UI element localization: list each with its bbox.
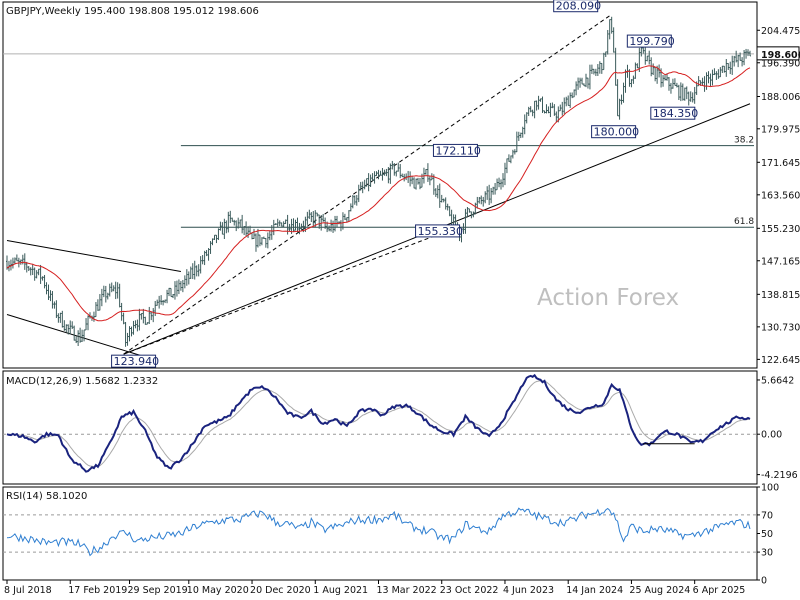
macd-signal-line [6, 380, 751, 468]
price-annotation-box [591, 125, 637, 139]
macd-axis-label: -4.2196 [761, 470, 798, 481]
price-axis-label: 147.165 [761, 256, 800, 267]
price-axis-label: 171.645 [761, 158, 800, 169]
x-axis-label: 17 Feb 2019 [68, 585, 127, 596]
rsi-panel-header: RSI(14) 58.1020 [6, 491, 87, 502]
price-annotation-label: 184.350 [653, 107, 699, 120]
price-axis-label: 179.975 [761, 124, 800, 135]
price-annotation-box [626, 34, 672, 48]
price-panel-frame [2, 1, 758, 369]
rsi-axis-label: 50 [761, 529, 773, 540]
rsi-line [6, 507, 751, 557]
macd-panel-frame [2, 370, 758, 485]
x-axis-label: 6 Apr 2025 [693, 585, 746, 596]
trend-line-channel [6, 314, 156, 361]
fib-level-label: 61.8 [734, 217, 754, 227]
price-axis-label: 122.645 [761, 355, 800, 366]
price-annotation-label: 208.090 [556, 0, 602, 13]
price-axis-label: 204.475 [761, 26, 800, 37]
macd-axis-label: 0.00 [761, 430, 782, 441]
price-annotation-box [553, 0, 599, 13]
rsi-axis-label: 30 [761, 548, 773, 559]
moving-average-line [6, 65, 751, 322]
macd-axis-label: 5.6642 [761, 375, 794, 386]
rsi-axis-label: 70 [761, 510, 773, 521]
x-axis-label: 25 Aug 2024 [629, 585, 690, 596]
rsi-axis-label: 0 [761, 576, 767, 587]
rsi-panel-frame [2, 486, 758, 581]
last-price-label: 198.606 [761, 50, 800, 61]
x-axis-label: 1 Aug 2021 [313, 585, 368, 596]
price-axis-label: 130.730 [761, 322, 800, 333]
price-annotation-box [650, 106, 696, 120]
price-annotation-label: 199.790 [629, 35, 675, 48]
price-axis-label: 155.230 [761, 224, 800, 235]
macd-panel-header: MACD(12,26,9) 1.5682 1.2332 [6, 376, 158, 387]
price-panel-header: GBPJPY,Weekly 195.400 198.808 195.012 19… [6, 6, 259, 17]
price-axis-label: 138.815 [761, 290, 800, 301]
trend-line-channel-dashed [123, 227, 456, 355]
fib-level-label: 38.2 [734, 136, 754, 146]
x-axis-label: 29 Sep 2019 [128, 585, 188, 596]
x-axis-label: 20 Dec 2020 [250, 585, 311, 596]
price-axis-label: 188.006 [761, 92, 800, 103]
x-axis-label: 14 Jan 2024 [566, 585, 623, 596]
rsi-axis-label: 100 [761, 483, 779, 494]
x-axis-label: 10 May 2020 [187, 585, 249, 596]
price-annotation-label: 155.330 [418, 225, 464, 238]
price-axis-label: 163.560 [761, 190, 800, 201]
price-axis-label: 196.390 [761, 58, 800, 69]
last-price-tag [756, 46, 800, 61]
x-axis-label: 8 Jul 2018 [4, 585, 52, 596]
trend-line-channel [6, 240, 181, 272]
price-annotation-label: 180.000 [594, 126, 640, 139]
x-axis-label: 4 Jun 2023 [503, 585, 554, 596]
watermark-text: Action Forex [537, 285, 679, 311]
x-axis-label: 23 Oct 2022 [440, 585, 499, 596]
price-annotation-label: 172.110 [435, 144, 481, 157]
price-annotation-label: 123.940 [114, 355, 160, 368]
x-axis-label: 13 Mar 2022 [377, 585, 437, 596]
price-annotation-box [432, 143, 478, 157]
price-annotation-box [111, 354, 157, 368]
price-annotation-box [415, 224, 461, 238]
macd-line [6, 373, 751, 473]
candles-group [6, 16, 751, 347]
